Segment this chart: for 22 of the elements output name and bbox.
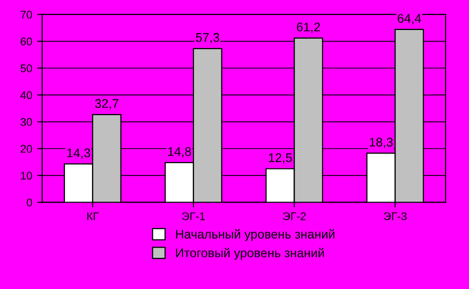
data-label: 14,8 — [168, 147, 191, 158]
y-tick-label: 10 — [20, 172, 32, 180]
y-tick-label: 30 — [20, 118, 32, 126]
data-label: 12,5 — [268, 153, 292, 164]
data-label: 32,7 — [95, 99, 118, 110]
x-tick-label: КГ — [87, 212, 99, 220]
data-label: 18,3 — [370, 138, 393, 148]
data-label: 57,3 — [196, 33, 220, 44]
legend-label: Итоговый уровень знаний — [176, 248, 324, 260]
y-tick-label: 20 — [20, 144, 32, 153]
data-label: 64,4 — [398, 14, 422, 24]
x-tick-label: ЭГ-2 — [282, 212, 306, 220]
legend-label: Начальный уровень знаний — [176, 229, 334, 242]
y-tick-label: 50 — [20, 64, 32, 72]
y-tick-label: 60 — [20, 38, 32, 46]
x-tick-label: ЭГ-1 — [182, 212, 205, 220]
data-label: 61,2 — [296, 22, 320, 33]
data-label: 14,3 — [67, 148, 90, 159]
y-tick-label: 0 — [26, 198, 32, 206]
x-tick-label: ЭГ-3 — [384, 212, 407, 220]
y-tick-label: 40 — [20, 91, 32, 100]
y-tick-label: 70 — [20, 10, 32, 19]
